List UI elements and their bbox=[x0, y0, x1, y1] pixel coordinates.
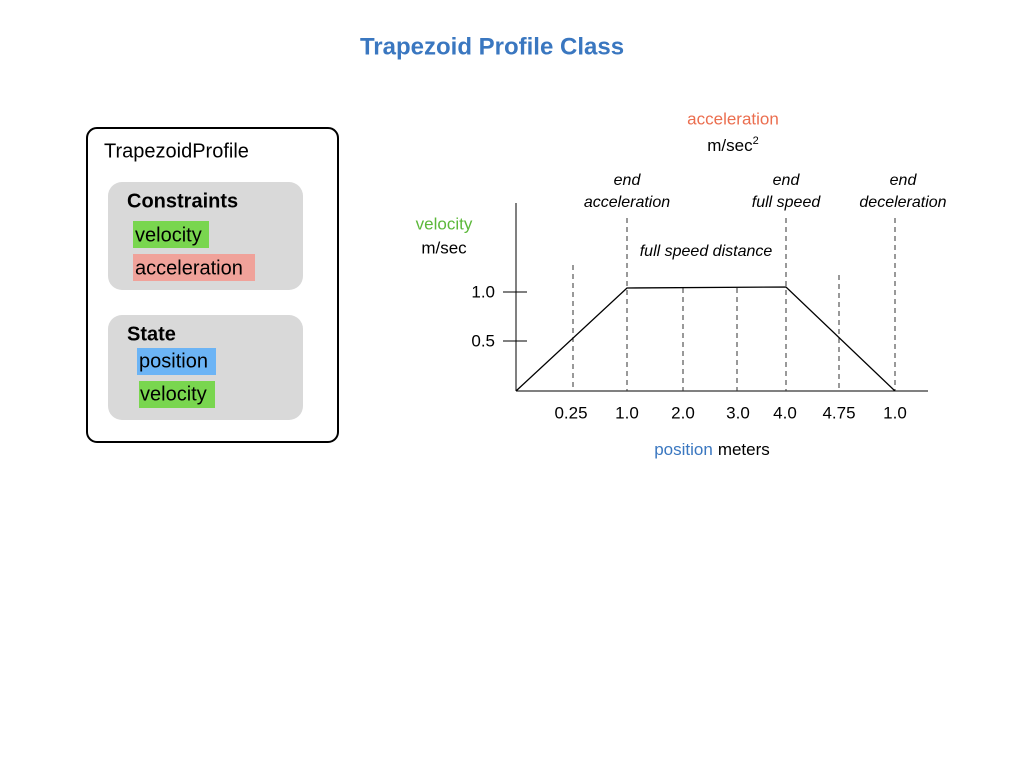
highlight bbox=[137, 348, 216, 375]
slide-title: Trapezoid Profile Class bbox=[360, 33, 624, 60]
group-label: State bbox=[127, 323, 176, 345]
highlight bbox=[133, 254, 255, 281]
x-tick-label: 4.0 bbox=[773, 403, 797, 422]
x-label-unit: meters bbox=[718, 440, 770, 459]
group-item: acceleration bbox=[135, 257, 243, 279]
unit: m/sec bbox=[707, 136, 753, 155]
class-name: TrapezoidProfile bbox=[104, 140, 249, 162]
y-label: velocity bbox=[416, 214, 473, 233]
unit-sup: 2 bbox=[753, 135, 759, 147]
marker-label: full speed bbox=[752, 194, 822, 211]
x-tick-label: 3.0 bbox=[726, 403, 750, 422]
x-tick-label: 1.0 bbox=[883, 403, 907, 422]
velocity-profile bbox=[515, 286, 896, 392]
marker-label: end bbox=[890, 172, 918, 189]
x-label: position meters bbox=[654, 440, 770, 459]
x-tick-label: 1.0 bbox=[615, 403, 639, 422]
marker-label: end bbox=[773, 172, 801, 189]
top-label: acceleration bbox=[687, 109, 779, 128]
marker-label: deceleration bbox=[859, 194, 946, 211]
y-tick-label: 0.5 bbox=[471, 331, 495, 350]
marker-label: end bbox=[614, 172, 642, 189]
span-label: full speed distance bbox=[640, 243, 773, 260]
group-label: Constraints bbox=[127, 190, 238, 212]
group-item: position bbox=[139, 350, 208, 372]
group-item: velocity bbox=[140, 383, 207, 405]
highlight bbox=[133, 221, 209, 248]
marker-label: acceleration bbox=[584, 194, 670, 211]
top-unit: m/sec2 bbox=[707, 135, 758, 156]
highlight bbox=[139, 381, 215, 408]
x-tick-label: 4.75 bbox=[822, 403, 855, 422]
y-tick-label: 1.0 bbox=[471, 282, 495, 301]
x-tick-label: 2.0 bbox=[671, 403, 695, 422]
x-tick-label: 0.25 bbox=[554, 403, 587, 422]
y-unit: m/sec bbox=[421, 238, 467, 257]
group-item: velocity bbox=[135, 224, 202, 246]
x-label-highlight: position bbox=[654, 440, 713, 459]
